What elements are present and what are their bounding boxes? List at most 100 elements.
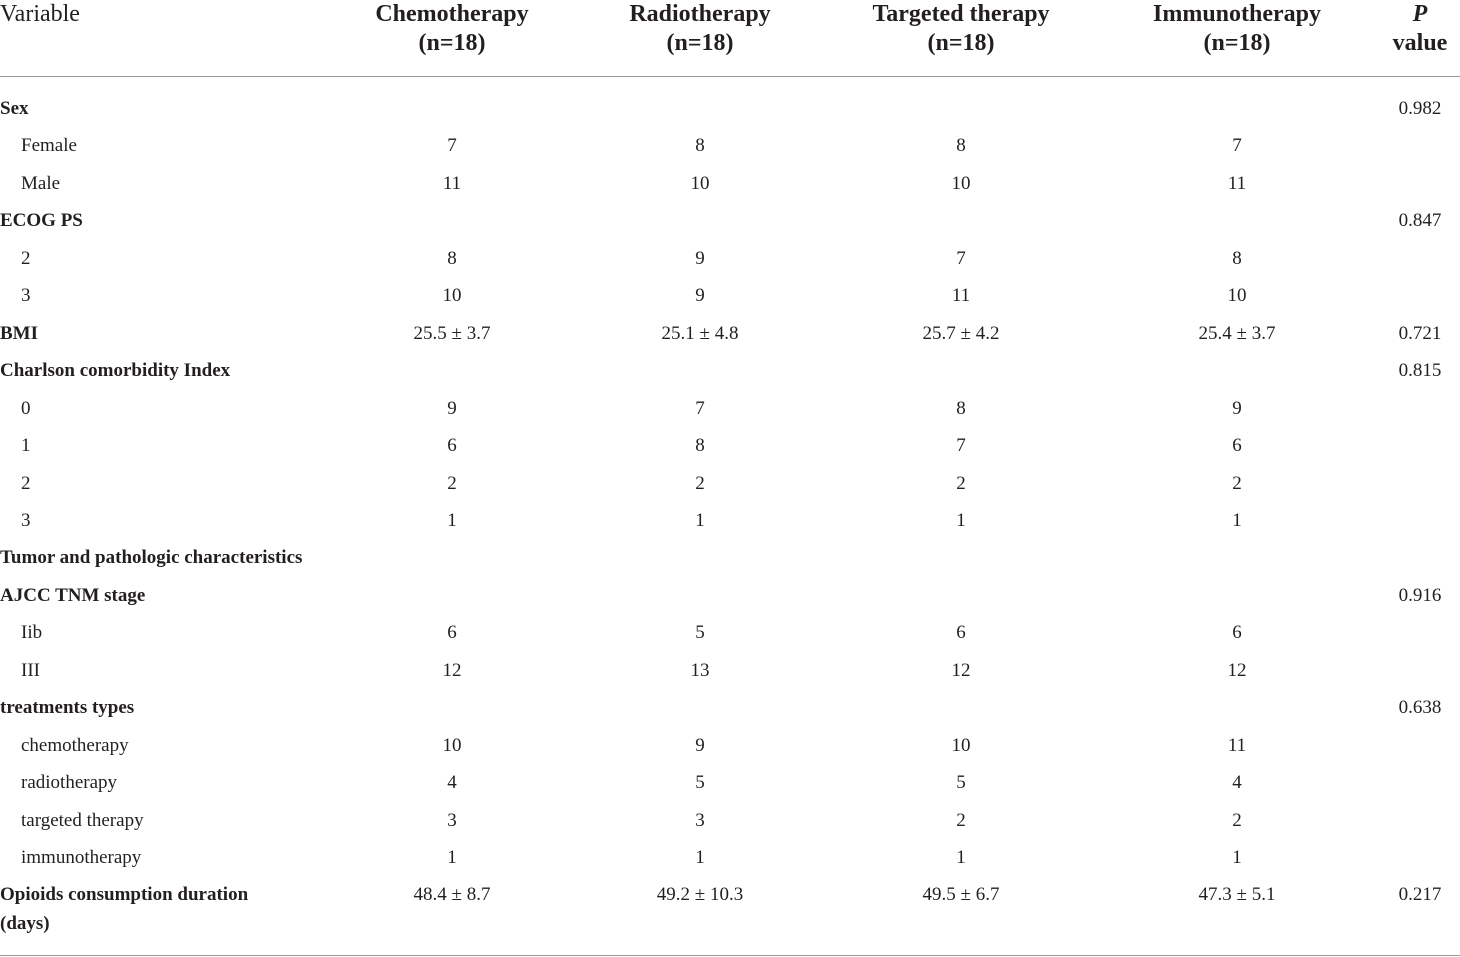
table-cell: 9 xyxy=(695,248,705,269)
table-cell: 7 xyxy=(956,435,966,456)
table-cell: 5 xyxy=(695,622,705,643)
row-label: targeted therapy xyxy=(21,810,144,831)
row-label: radiotherapy xyxy=(21,772,118,793)
header-group-chemotherapy: Chemotherapy (n=18) xyxy=(375,0,528,58)
table-cell: 9 xyxy=(447,398,457,419)
table-cell: 13 xyxy=(690,660,710,681)
table-cell: 10 xyxy=(951,173,971,194)
table-cell: 25.7 ± 4.2 xyxy=(922,323,1000,344)
p-value-cell: 0.217 xyxy=(1398,884,1442,905)
row-label: Opioids consumption duration xyxy=(0,884,249,905)
table-cell: 7 xyxy=(956,248,966,269)
table-cell: 10 xyxy=(1227,285,1247,306)
table-cell: 1 xyxy=(956,510,966,531)
table-cell: 4 xyxy=(1232,772,1242,793)
table-cell: 2 xyxy=(447,473,457,494)
table-cell: 8 xyxy=(1232,248,1242,269)
header-p-value: P value xyxy=(1393,0,1448,58)
table-cell: 12 xyxy=(951,660,971,681)
table-cell: 8 xyxy=(695,135,705,156)
row-label: 2 xyxy=(21,473,31,494)
row-label: III xyxy=(21,660,40,681)
row-label: 3 xyxy=(21,285,31,306)
table-cell: 12 xyxy=(1227,660,1247,681)
table-cell: 4 xyxy=(447,772,457,793)
bottom-rule xyxy=(0,955,1460,956)
table-cell: 25.1 ± 4.8 xyxy=(661,323,739,344)
table-cell: 1 xyxy=(447,847,457,868)
table-cell: 1 xyxy=(695,847,705,868)
table-cell: 5 xyxy=(695,772,705,793)
table-cell: 2 xyxy=(1232,473,1242,494)
table-cell: 2 xyxy=(695,473,705,494)
table-cell: 49.5 ± 6.7 xyxy=(922,884,1000,905)
row-label: 2 xyxy=(21,248,31,269)
table-cell: 1 xyxy=(956,847,966,868)
header-rule xyxy=(0,76,1460,77)
header-p-word: value xyxy=(1392,30,1448,56)
table-cell: 12 xyxy=(442,660,462,681)
p-value-cell: 0.721 xyxy=(1398,323,1442,344)
p-value-cell: 0.815 xyxy=(1398,360,1442,381)
row-label: BMI xyxy=(0,323,38,344)
table-cell: 6 xyxy=(1232,622,1242,643)
row-label: Female xyxy=(21,135,77,156)
table-cell: 6 xyxy=(1232,435,1242,456)
table-cell: 6 xyxy=(447,435,457,456)
table-cell: 2 xyxy=(1232,810,1242,831)
header-p-symbol: P xyxy=(1412,1,1428,27)
row-label: 3 xyxy=(21,510,31,531)
table-cell: 1 xyxy=(447,510,457,531)
header-group-n: (n=18) xyxy=(666,30,734,56)
p-value-cell: 0.638 xyxy=(1398,697,1442,718)
table-cell: 8 xyxy=(956,135,966,156)
header-group-n: (n=18) xyxy=(1203,30,1271,56)
table-cell: 7 xyxy=(447,135,457,156)
row-label: ECOG PS xyxy=(0,210,83,231)
row-label: Sex xyxy=(0,98,29,119)
table-cell: 6 xyxy=(956,622,966,643)
table-cell: 9 xyxy=(1232,398,1242,419)
table-cell: 11 xyxy=(1227,173,1247,194)
table-cell: 2 xyxy=(956,473,966,494)
table-cell: 8 xyxy=(956,398,966,419)
table-cell: 10 xyxy=(951,735,971,756)
row-label: 0 xyxy=(21,398,31,419)
table-cell: 11 xyxy=(442,173,462,194)
header-group-n: (n=18) xyxy=(418,30,486,56)
row-label: Tumor and pathologic characteristics xyxy=(0,547,303,568)
table-cell: 7 xyxy=(695,398,705,419)
table-cell: 10 xyxy=(690,173,710,194)
header-group-name: Targeted therapy xyxy=(872,1,1050,27)
table-cell: 11 xyxy=(951,285,971,306)
table-cell: 9 xyxy=(695,285,705,306)
row-label: immunotherapy xyxy=(21,847,142,868)
table-cell: 10 xyxy=(442,285,462,306)
table-cell: 3 xyxy=(447,810,457,831)
table-cell: 25.4 ± 3.7 xyxy=(1198,323,1276,344)
table-cell: 2 xyxy=(956,810,966,831)
p-value-cell: 0.916 xyxy=(1398,585,1442,606)
table-cell: 3 xyxy=(695,810,705,831)
header-group-targeted-therapy: Targeted therapy (n=18) xyxy=(872,0,1049,58)
header-variable: Variable xyxy=(0,1,80,27)
table-cell: 49.2 ± 10.3 xyxy=(656,884,744,905)
row-label: chemotherapy xyxy=(21,735,129,756)
table-cell: 8 xyxy=(695,435,705,456)
p-value-cell: 0.847 xyxy=(1398,210,1442,231)
row-label: treatments types xyxy=(0,697,135,718)
p-value-cell: 0.982 xyxy=(1398,98,1442,119)
table-cell: 8 xyxy=(447,248,457,269)
header-group-radiotherapy: Radiotherapy (n=18) xyxy=(629,0,770,58)
row-label: Charlson comorbidity Index xyxy=(0,360,231,381)
row-label: Iib xyxy=(21,622,43,643)
row-label: Male xyxy=(21,173,61,194)
table-cell: 11 xyxy=(1227,735,1247,756)
table-cell: 1 xyxy=(695,510,705,531)
header-group-immunotherapy: Immunotherapy (n=18) xyxy=(1153,0,1321,58)
header-group-name: Chemotherapy xyxy=(375,1,529,27)
header-group-name: Immunotherapy xyxy=(1152,1,1322,27)
table-cell: 9 xyxy=(695,735,705,756)
row-label: AJCC TNM stage xyxy=(0,585,146,606)
